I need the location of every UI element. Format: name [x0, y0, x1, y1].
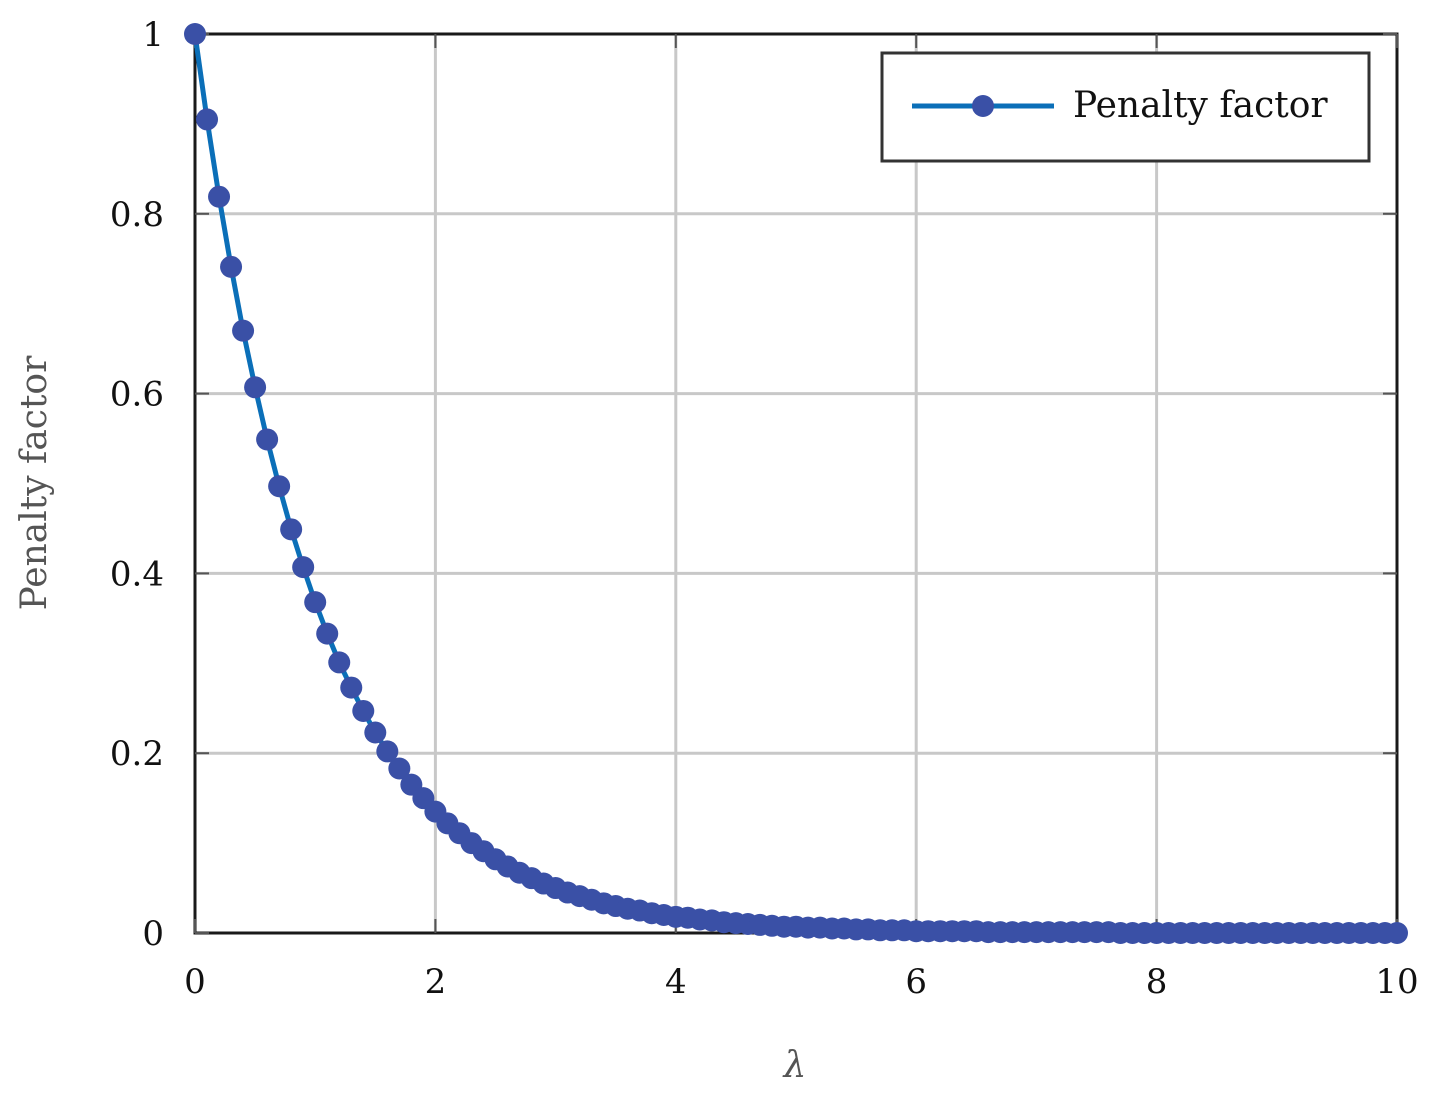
y-axis-ticks: 0 0.2 0.4 0.6 0.8 1 — [110, 15, 1397, 954]
y-tick-label: 0.2 — [110, 734, 164, 774]
data-point — [196, 108, 219, 131]
data-point — [1386, 922, 1408, 944]
data-point — [364, 721, 387, 744]
y-tick-label: 0.8 — [110, 195, 164, 235]
x-tick-label: 2 — [425, 962, 447, 1002]
data-point — [376, 740, 399, 763]
data-point — [232, 319, 255, 342]
data-point — [244, 376, 267, 399]
y-tick-label: 0.6 — [110, 375, 164, 415]
data-point — [208, 185, 231, 208]
data-point — [352, 699, 375, 722]
y-axis-label: Penalty factor — [14, 355, 55, 610]
data-point — [328, 651, 351, 674]
data-point — [220, 255, 243, 278]
x-tick-label: 8 — [1146, 962, 1168, 1002]
x-tick-label: 0 — [184, 962, 206, 1002]
y-tick-label: 0 — [142, 914, 164, 954]
x-axis-label: λ — [782, 1045, 807, 1086]
legend: Penalty factor — [880, 51, 1371, 163]
x-tick-label: 6 — [905, 962, 927, 1002]
legend-entry-label: Penalty factor — [1073, 85, 1328, 126]
y-tick-label: 0.4 — [110, 554, 164, 594]
x-axis-ticks: 0 2 4 6 8 10 — [184, 34, 1419, 1002]
series-layer — [184, 23, 1408, 944]
x-tick-label: 10 — [1375, 962, 1418, 1002]
legend-marker-sample — [972, 95, 994, 117]
data-point — [184, 23, 206, 45]
data-point — [256, 428, 279, 451]
data-point — [316, 622, 339, 645]
data-point — [304, 591, 327, 614]
y-tick-label: 1 — [142, 15, 164, 55]
data-point — [280, 518, 303, 541]
x-tick-label: 4 — [665, 962, 687, 1002]
data-point — [340, 676, 363, 699]
data-point — [388, 757, 411, 780]
data-point — [268, 475, 291, 498]
data-point — [292, 556, 315, 579]
